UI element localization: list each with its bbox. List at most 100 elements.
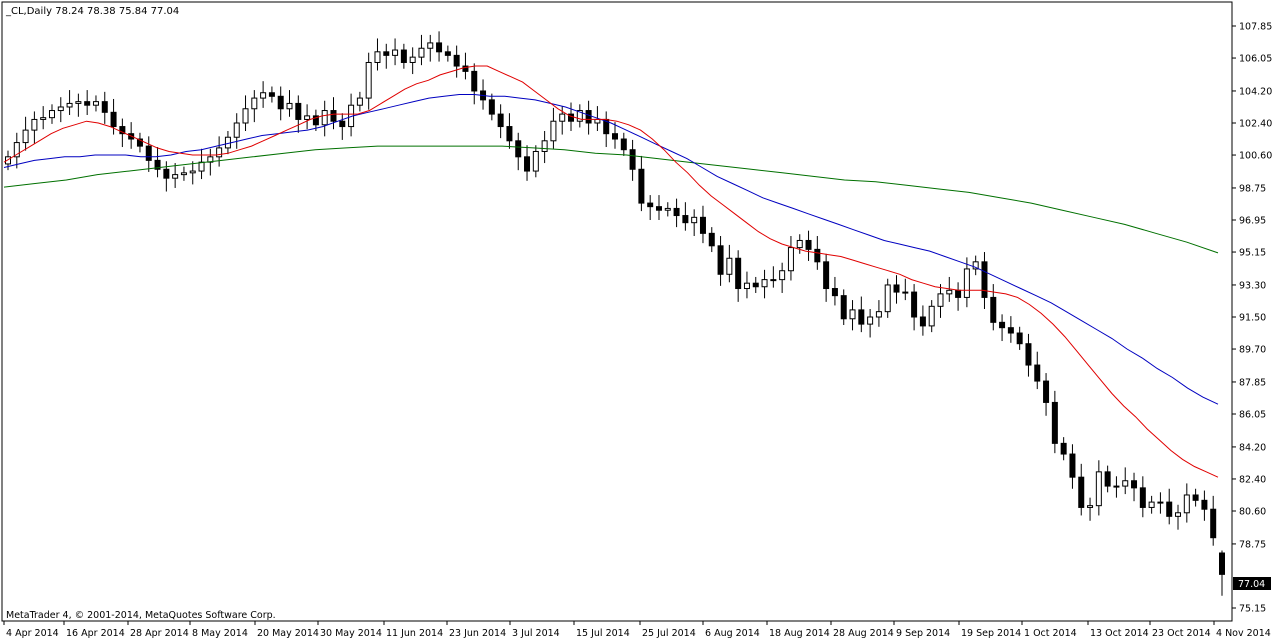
candle-body bbox=[268, 92, 275, 97]
candle-body bbox=[893, 284, 900, 293]
candle-body bbox=[136, 138, 143, 147]
candle-body bbox=[198, 161, 205, 172]
candle-body bbox=[66, 102, 73, 108]
y-tick-label: 102.40 bbox=[1239, 119, 1272, 130]
candle-body bbox=[304, 115, 311, 120]
candle-body bbox=[1201, 499, 1208, 510]
candle-body bbox=[568, 113, 575, 122]
x-tick-label: 23 Oct 2014 bbox=[1152, 628, 1211, 639]
candle-body bbox=[708, 232, 715, 247]
candle-body bbox=[655, 206, 662, 211]
candle-body bbox=[497, 113, 504, 128]
candle-body bbox=[295, 102, 302, 120]
candle-body bbox=[814, 248, 821, 263]
ma-mid-layer bbox=[3, 94, 1219, 405]
y-tick-label: 78.75 bbox=[1239, 539, 1266, 550]
candle-body bbox=[796, 239, 803, 249]
candle-body bbox=[902, 291, 909, 294]
candle-body bbox=[532, 150, 539, 172]
x-tick-label: 25 Jul 2014 bbox=[642, 628, 696, 639]
candle-body bbox=[990, 296, 997, 323]
candle-body bbox=[594, 118, 601, 124]
candle-body bbox=[576, 110, 583, 122]
moving-average-line bbox=[3, 94, 1219, 405]
candle-body bbox=[849, 309, 856, 320]
candle-body bbox=[286, 102, 293, 110]
candle-body bbox=[1139, 487, 1146, 508]
candle-body bbox=[418, 47, 425, 58]
y-tick-label: 107.85 bbox=[1239, 22, 1272, 33]
candle-body bbox=[682, 215, 689, 224]
candle-body bbox=[550, 120, 557, 142]
current-price-label: 77.04 bbox=[1238, 579, 1265, 590]
x-tick-label: 16 Apr 2014 bbox=[66, 628, 125, 639]
candle-body bbox=[779, 270, 786, 281]
y-tick-label: 87.85 bbox=[1239, 377, 1266, 388]
y-tick-label: 89.70 bbox=[1239, 345, 1266, 356]
candle-body bbox=[717, 245, 724, 275]
candle-body bbox=[770, 279, 777, 282]
candle-body bbox=[312, 115, 319, 126]
candle-body bbox=[735, 257, 742, 290]
x-tick-label: 30 May 2014 bbox=[320, 628, 382, 639]
candle-body bbox=[629, 149, 636, 170]
candle-body bbox=[963, 268, 970, 298]
candle-body bbox=[189, 170, 196, 174]
candle-body bbox=[1016, 332, 1023, 345]
x-tick-label: 28 Aug 2014 bbox=[833, 628, 894, 639]
candle-body bbox=[22, 129, 29, 144]
y-tick-label: 80.60 bbox=[1239, 507, 1266, 518]
candle-body bbox=[145, 145, 152, 161]
candle-body bbox=[1104, 471, 1111, 487]
candle-body bbox=[972, 261, 979, 270]
candle-body bbox=[374, 51, 381, 63]
x-tick-label: 6 Aug 2014 bbox=[705, 628, 760, 639]
candle-body bbox=[1087, 505, 1094, 508]
candle-body bbox=[180, 172, 187, 176]
candle-body bbox=[392, 49, 399, 56]
candle-body bbox=[1051, 401, 1058, 444]
candle-body bbox=[541, 140, 548, 152]
candle-body bbox=[251, 97, 258, 110]
candle-body bbox=[919, 316, 926, 327]
x-tick-label: 19 Sep 2014 bbox=[961, 628, 1021, 639]
y-axis: 107.85 106.05 104.20 102.40 100.60 98.75 96.95… bbox=[1232, 22, 1272, 615]
candle-body bbox=[1069, 453, 1076, 478]
candle-body bbox=[955, 289, 962, 298]
candle-body bbox=[647, 202, 654, 208]
candle-body bbox=[233, 122, 240, 138]
x-tick-label: 15 Jul 2014 bbox=[576, 628, 630, 639]
candle-body bbox=[1007, 327, 1014, 334]
candle-body bbox=[400, 49, 407, 63]
candle-body bbox=[787, 247, 794, 272]
candle-body bbox=[999, 321, 1006, 329]
candle-body bbox=[5, 156, 11, 165]
candle-body bbox=[163, 168, 170, 179]
candle-body bbox=[110, 111, 117, 128]
y-tick-label: 93.30 bbox=[1239, 280, 1266, 291]
candle-body bbox=[1122, 480, 1129, 487]
candle-body bbox=[761, 279, 768, 288]
y-tick-label: 98.75 bbox=[1239, 183, 1266, 194]
candle-body bbox=[356, 97, 363, 106]
moving-average-line bbox=[3, 65, 1219, 478]
x-tick-label: 4 Nov 2014 bbox=[1216, 628, 1271, 639]
candle-body bbox=[427, 42, 434, 49]
candle-body bbox=[831, 288, 838, 297]
candle-body bbox=[1192, 494, 1199, 501]
candle-body bbox=[242, 108, 249, 124]
candle-body bbox=[31, 118, 38, 131]
y-tick-label: 86.05 bbox=[1239, 410, 1266, 421]
candle-body bbox=[13, 142, 20, 158]
candle-body bbox=[1034, 364, 1041, 382]
x-tick-label: 1 Oct 2014 bbox=[1024, 628, 1077, 639]
candle-body bbox=[743, 282, 750, 290]
candle-body bbox=[805, 239, 812, 250]
candle-body bbox=[339, 120, 346, 128]
candle-body bbox=[559, 113, 566, 122]
x-tick-label: 11 Jun 2014 bbox=[386, 628, 443, 639]
y-tick-label: 75.15 bbox=[1239, 604, 1266, 615]
candle-body bbox=[462, 65, 469, 72]
candle-body bbox=[1175, 512, 1182, 517]
